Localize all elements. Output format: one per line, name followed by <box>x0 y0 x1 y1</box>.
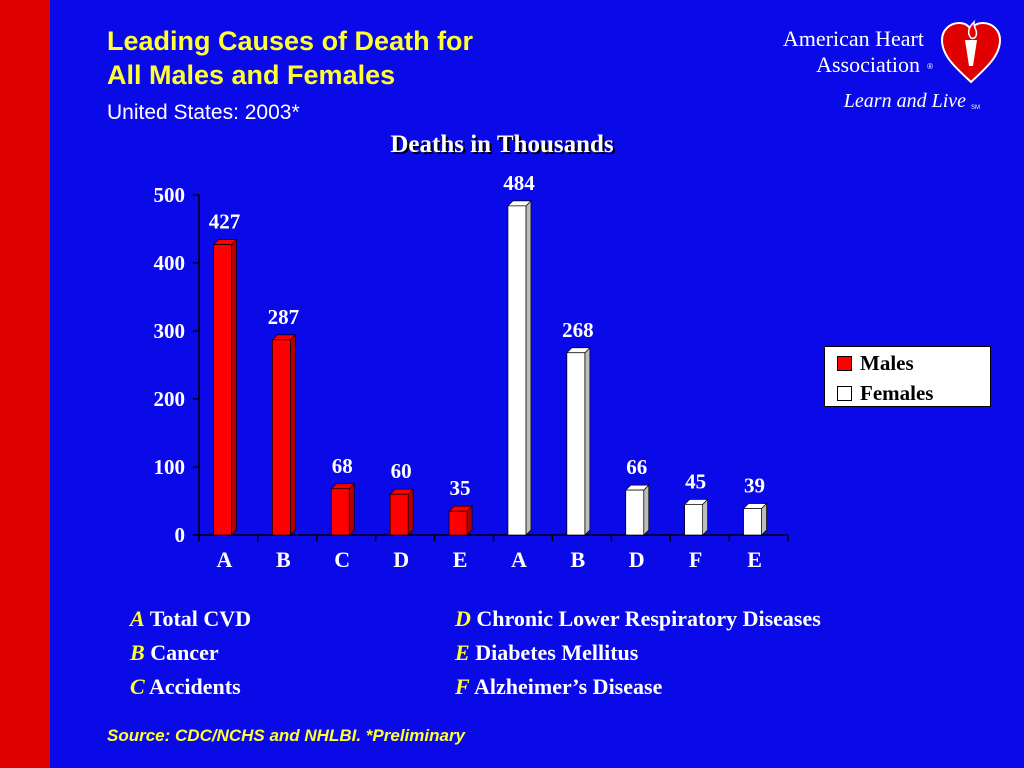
legend-item-females: Females <box>837 381 933 406</box>
x-tick-label: D <box>393 547 409 572</box>
bar-side <box>702 498 709 536</box>
heart-torch-icon <box>940 19 1002 84</box>
key-letter: F <box>455 674 470 699</box>
bar-side <box>290 333 296 536</box>
legend-item-males: Males <box>837 351 914 376</box>
legend-label-females: Females <box>860 381 934 405</box>
key-letter: B <box>130 640 145 665</box>
title-line-1: Leading Causes of Death for <box>107 26 474 56</box>
key-letter: D <box>455 606 471 631</box>
x-tick-label: E <box>747 547 762 572</box>
key-item: E Diabetes Mellitus <box>455 640 638 666</box>
key-text: Accidents <box>148 674 241 699</box>
key-letter: C <box>130 674 145 699</box>
data-label: 427 <box>209 210 241 234</box>
x-tick-label: C <box>334 547 350 572</box>
x-tick-label: A <box>217 547 233 572</box>
y-tick-label: 0 <box>175 523 186 547</box>
chart-title: Deaths in Thousands <box>390 131 614 158</box>
legend-swatch-males <box>837 355 852 371</box>
x-tick-label: D <box>629 547 645 572</box>
y-tick-label: 100 <box>154 455 186 479</box>
title-line-2: All Males and Females <box>107 60 396 90</box>
key-item: C Accidents <box>130 674 241 700</box>
data-label: 35 <box>450 476 471 500</box>
logo-name-line-1: American Heart <box>782 26 924 51</box>
logo-tagline: Learn and Live <box>843 90 966 112</box>
x-tick-label: F <box>689 547 702 572</box>
y-tick-label: 300 <box>154 319 186 343</box>
bar <box>507 205 527 536</box>
bar <box>213 244 232 536</box>
bar <box>684 504 704 536</box>
logo-service-mark: SM <box>971 105 980 111</box>
x-tick-label: B <box>276 547 291 572</box>
bar <box>330 488 350 536</box>
bar <box>743 508 762 536</box>
x-tick-label: B <box>571 547 586 572</box>
bar-side <box>231 238 237 536</box>
data-label: 39 <box>744 473 765 497</box>
logo-registered-mark: ® <box>927 62 933 71</box>
bar-side <box>525 200 532 536</box>
data-label: 68 <box>332 454 353 478</box>
data-label: 287 <box>268 305 300 329</box>
data-label: 60 <box>391 459 412 483</box>
bar <box>272 339 291 536</box>
bar-side <box>643 484 650 536</box>
key-item: A Total CVD <box>130 606 251 632</box>
source-note: Source: CDC/NCHS and NHLBI. *Preliminary <box>107 726 466 745</box>
bar-side <box>348 482 355 536</box>
key-text: Total CVD <box>149 606 252 631</box>
bar <box>448 510 468 536</box>
logo-name-line-2: Association <box>816 52 920 77</box>
slide-title: Leading Causes of Death for All Males an… <box>107 24 473 92</box>
key-item: F Alzheimer’s Disease <box>455 674 662 700</box>
bar <box>625 489 645 536</box>
data-label: 484 <box>503 171 535 195</box>
aha-logo: American Heart Association ® Learn and L… <box>760 10 1010 120</box>
x-tick-label: E <box>453 547 468 572</box>
bar-side <box>584 346 591 536</box>
key-text: Diabetes Mellitus <box>475 640 639 665</box>
data-label: 45 <box>685 469 706 493</box>
key-item: B Cancer <box>130 640 219 666</box>
key-text: Alzheimer’s Disease <box>473 674 663 699</box>
data-label: 66 <box>626 455 647 479</box>
chart-legend: Males Females <box>824 346 991 407</box>
legend-label-males: Males <box>860 351 914 375</box>
bar <box>566 352 586 536</box>
bar <box>389 493 409 536</box>
key-letter: A <box>130 606 145 631</box>
key-text: Cancer <box>150 640 219 665</box>
slide-subtitle: United States: 2003* <box>107 101 300 124</box>
data-label: 268 <box>562 318 594 342</box>
bar-side <box>407 488 414 536</box>
left-accent-bar <box>0 0 50 768</box>
legend-swatch-females <box>837 385 852 401</box>
y-tick-label: 500 <box>154 183 186 207</box>
y-tick-label: 400 <box>154 251 186 275</box>
key-item: D Chronic Lower Respiratory Diseases <box>455 606 821 632</box>
x-tick-label: A <box>511 547 527 572</box>
key-letter: E <box>455 640 470 665</box>
y-tick-label: 200 <box>154 387 186 411</box>
key-text: Chronic Lower Respiratory Diseases <box>476 606 821 631</box>
